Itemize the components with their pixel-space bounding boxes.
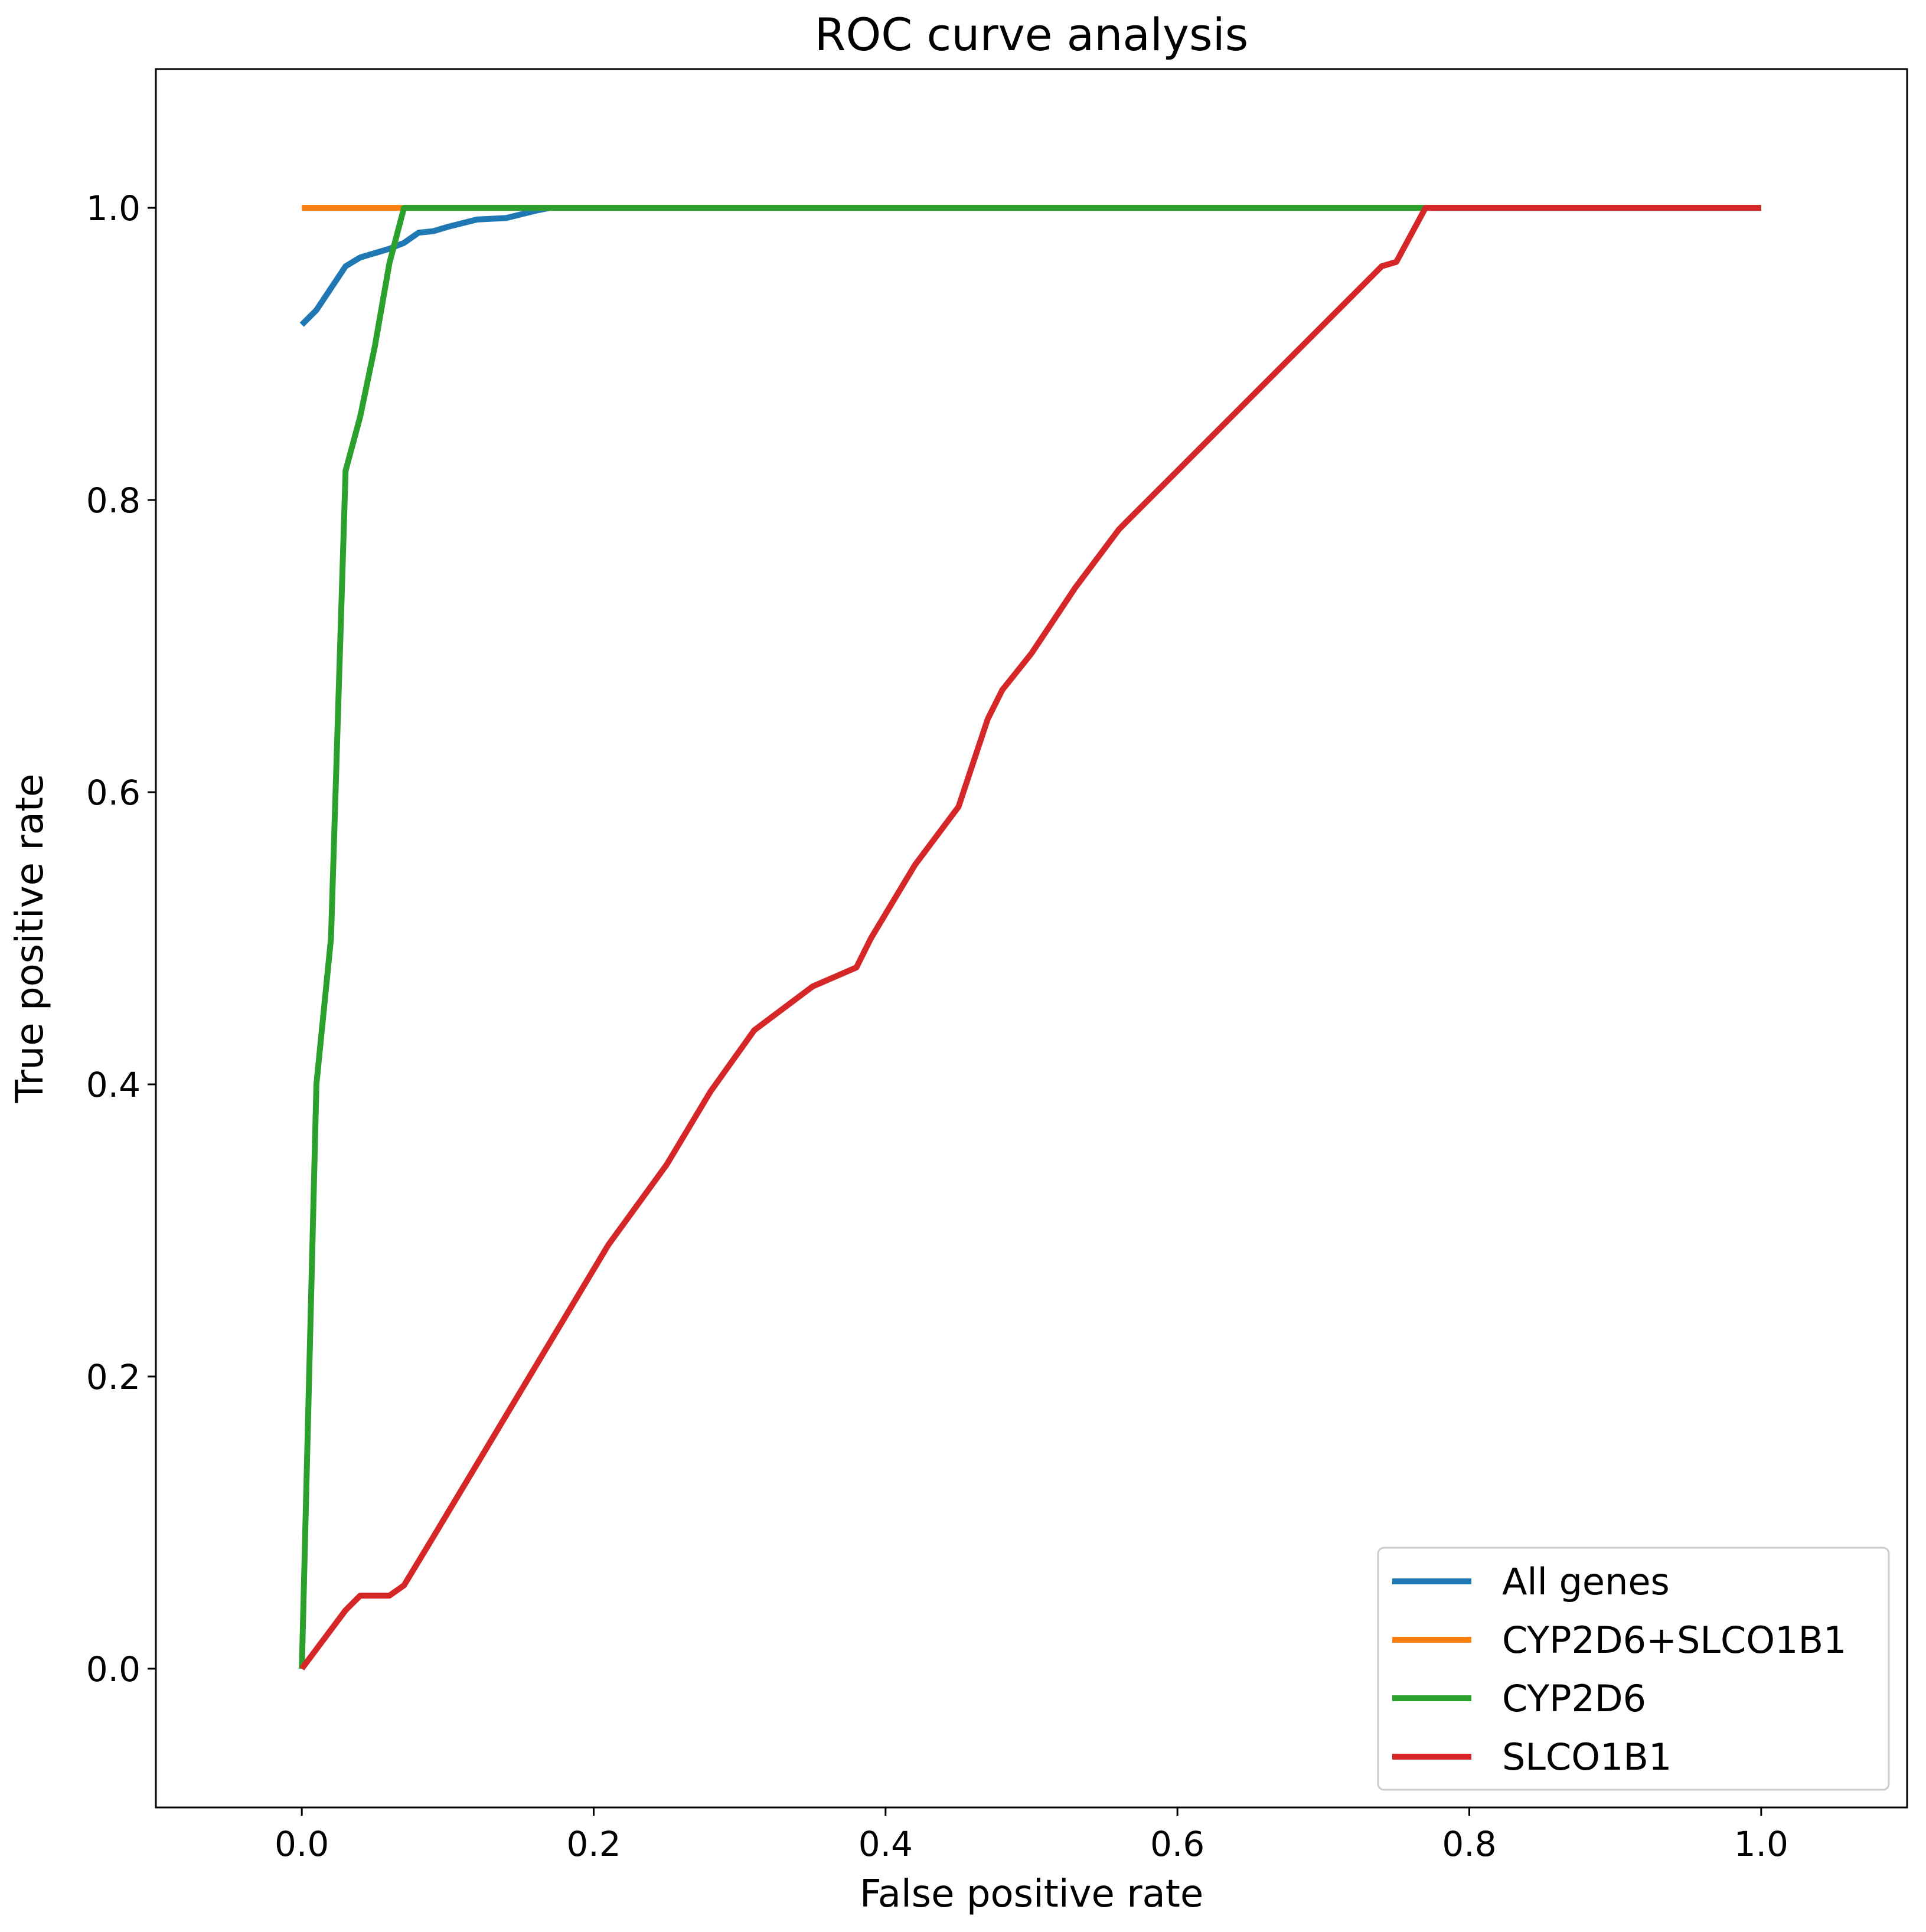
x-axis: 0.0 0.2 0.4 0.6 0.8 1.0 (275, 1807, 1788, 1864)
y-tick-label: 1.0 (86, 188, 141, 228)
x-tick-label: 1.0 (1734, 1824, 1788, 1864)
series-layer (299, 205, 1761, 1671)
x-tick-label: 0.2 (566, 1824, 621, 1864)
x-tick-label: 0.0 (275, 1824, 329, 1864)
y-axis-title: True positive rate (8, 774, 52, 1104)
y-axis: 0.0 0.2 0.4 0.6 0.8 1.0 (86, 188, 156, 1689)
series-line-all-genes (299, 205, 1761, 327)
y-tick-label: 0.4 (86, 1065, 141, 1105)
y-tick-label: 0.6 (86, 773, 141, 813)
chart-title: ROC curve analysis (815, 8, 1249, 61)
legend-label: CYP2D6+SLCO1B1 (1502, 1619, 1846, 1662)
y-tick-label: 0.2 (86, 1357, 141, 1397)
series-line-slco1b1 (299, 205, 1761, 1671)
legend-label: SLCO1B1 (1502, 1735, 1672, 1779)
x-axis-title: False positive rate (860, 1872, 1203, 1916)
legend-box (1377, 1547, 1890, 1791)
legend-label: All genes (1502, 1560, 1670, 1603)
x-tick-label: 0.4 (858, 1824, 913, 1864)
series-line-cyp2d6 (299, 205, 1761, 1669)
y-tick-label: 0.8 (86, 480, 141, 521)
plot-frame (155, 68, 1908, 1809)
x-tick-label: 0.8 (1442, 1824, 1496, 1864)
y-tick-label: 0.0 (86, 1649, 141, 1689)
legend-label: CYP2D6 (1502, 1677, 1646, 1720)
x-tick-label: 0.6 (1150, 1824, 1204, 1864)
legend: All genes CYP2D6+SLCO1B1 CYP2D6 SLCO1B1 (1377, 1547, 1890, 1791)
